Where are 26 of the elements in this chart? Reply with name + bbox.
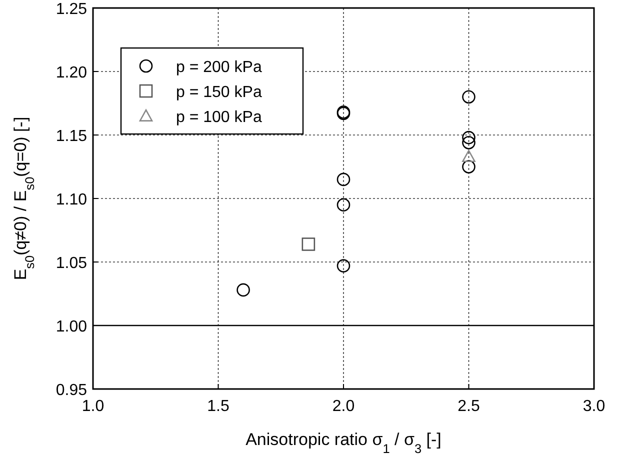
point	[462, 90, 476, 104]
x-tick-label: 3.0	[582, 398, 606, 415]
x-tick-label: 1.0	[82, 398, 104, 415]
x-axis-title: Anisotropic ratio σ$_{1}$ / σ$_{3}$ [-]	[246, 430, 442, 456]
y-tick-label: 0.95	[56, 382, 88, 399]
point	[462, 150, 476, 162]
x-tick-label: 2.5	[458, 398, 480, 415]
point	[462, 130, 476, 144]
y-tick-label: 1.10	[56, 192, 88, 208]
x-tick-label: 2.0	[332, 398, 355, 415]
legend-label: p = 200 kPa	[176, 59, 262, 76]
legend-label: p = 100 kPa	[176, 109, 262, 126]
point	[336, 172, 350, 186]
point	[236, 283, 250, 297]
x-tick-label: 1.5	[207, 398, 230, 415]
point	[302, 238, 316, 251]
point	[462, 136, 476, 150]
y-tick-label: 1.25	[56, 1, 88, 18]
y-tick-label: 1.15	[56, 128, 88, 145]
y-tick-label: 1.05	[56, 255, 88, 272]
y-tick-label: 1.00	[56, 318, 88, 336]
point	[336, 259, 350, 272]
legend-label: p = 150 kPa	[176, 84, 262, 101]
y-tick-label: 1.20	[56, 64, 88, 82]
point	[462, 160, 476, 174]
point	[336, 198, 350, 212]
